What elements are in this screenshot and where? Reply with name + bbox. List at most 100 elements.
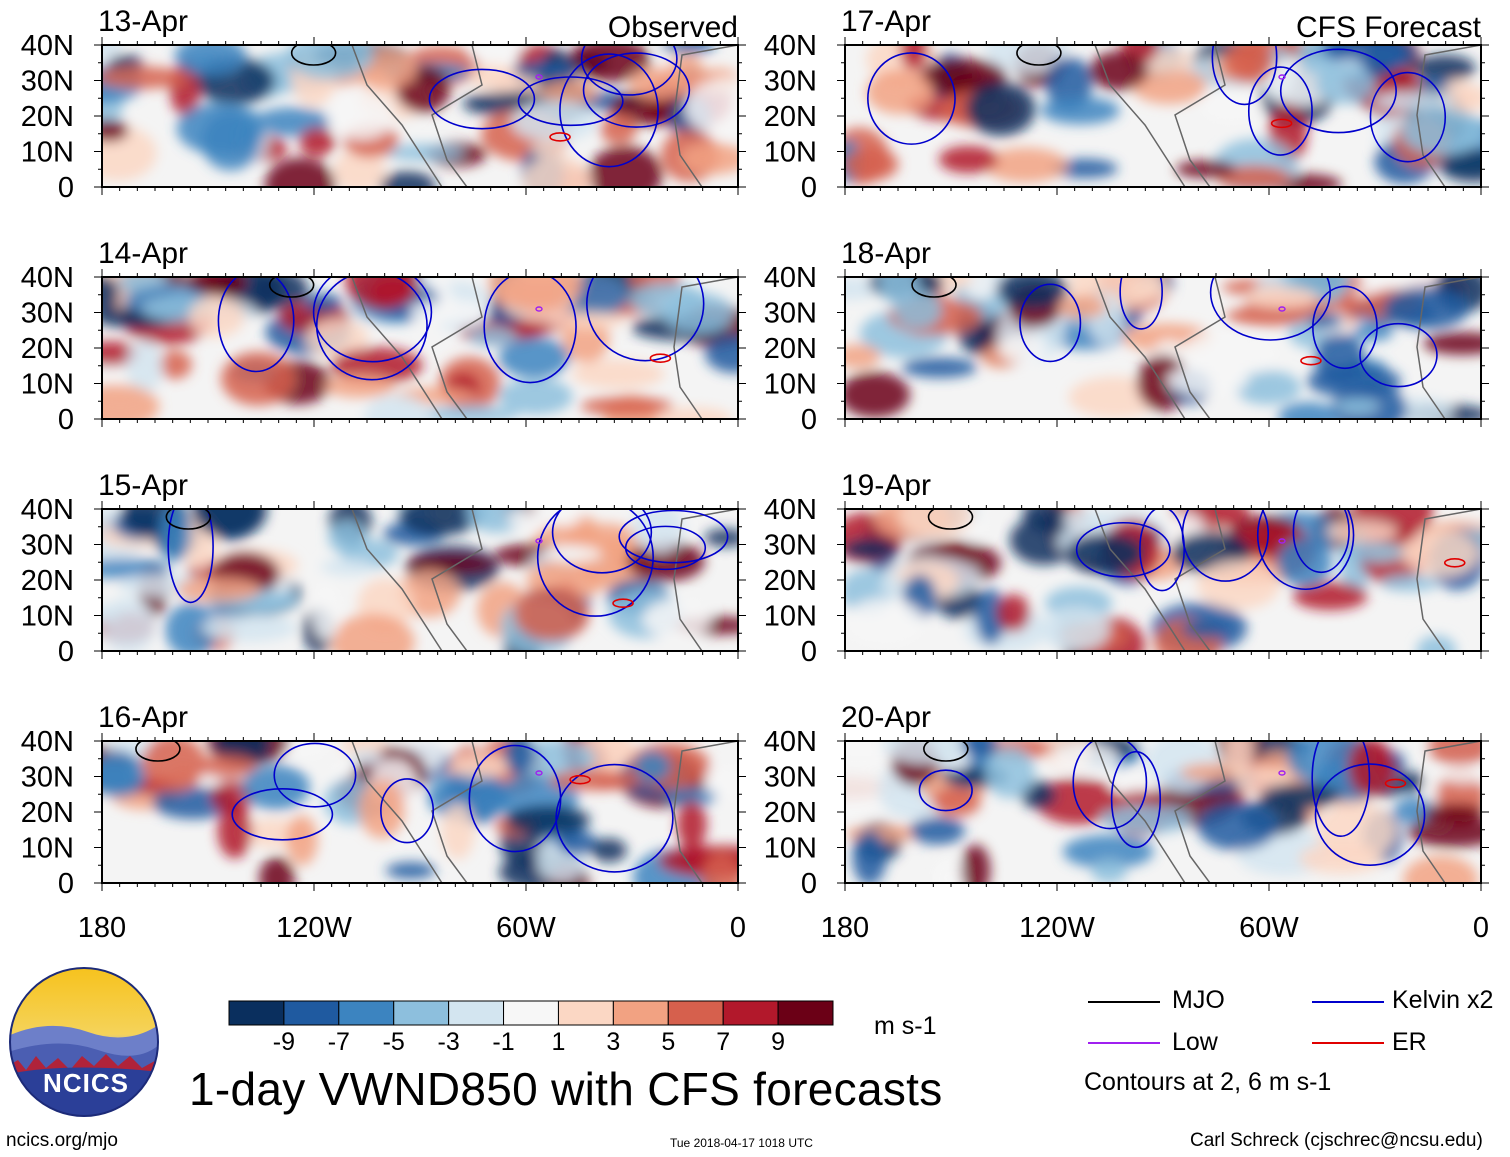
legend-swatch-er bbox=[1312, 1042, 1384, 1044]
kelvin-contour bbox=[217, 277, 295, 373]
lat-label: 30N bbox=[21, 298, 74, 330]
anomaly-blob bbox=[1181, 619, 1231, 639]
anomaly-blob bbox=[704, 528, 738, 547]
anomaly-blob bbox=[1382, 286, 1470, 330]
anomaly-blob bbox=[217, 803, 252, 859]
anomaly-blob bbox=[1091, 858, 1127, 883]
contour-note: Contours at 2, 6 m s-1 bbox=[1084, 1068, 1332, 1096]
kelvin-contour bbox=[618, 509, 729, 564]
anomaly-field bbox=[102, 741, 738, 883]
anomaly-blob bbox=[510, 100, 599, 142]
colorbar-tick-label: 7 bbox=[716, 1028, 731, 1056]
anomaly-blob bbox=[845, 598, 925, 646]
anomaly-blob bbox=[345, 277, 418, 310]
anomaly-blob bbox=[384, 143, 464, 162]
anomaly-blob bbox=[878, 277, 920, 305]
kelvin-contour bbox=[312, 277, 433, 363]
kelvin-contour bbox=[1369, 71, 1447, 163]
anomaly-blob bbox=[631, 509, 685, 553]
coastline-africa bbox=[1416, 45, 1481, 187]
colorbar-tick-label: 9 bbox=[771, 1028, 786, 1056]
panel-date: 20-Apr bbox=[841, 701, 931, 734]
anomaly-blob bbox=[1057, 295, 1107, 319]
anomaly-blob bbox=[1022, 509, 1069, 531]
anomaly-blob bbox=[932, 786, 981, 817]
anomaly-blob bbox=[511, 61, 583, 79]
kelvin-contour bbox=[1139, 509, 1185, 592]
anomaly-blob bbox=[276, 741, 329, 760]
anomaly-blob bbox=[379, 171, 436, 187]
anomaly-blob bbox=[1306, 364, 1402, 398]
anomaly-blob bbox=[1337, 542, 1406, 563]
lat-label: 20N bbox=[764, 797, 817, 829]
anomaly-blob bbox=[505, 805, 591, 835]
coastline-africa bbox=[1416, 509, 1481, 651]
legend-label-mjo: MJO bbox=[1172, 986, 1225, 1014]
anomaly-blob bbox=[705, 334, 738, 374]
anomaly-blob bbox=[1423, 803, 1481, 822]
anomaly-blob bbox=[1040, 607, 1111, 651]
kelvin-contour bbox=[428, 68, 536, 130]
anomaly-blob bbox=[1347, 741, 1395, 796]
anomaly-blob bbox=[549, 770, 642, 791]
anomaly-blob bbox=[174, 45, 247, 77]
anomaly-blob bbox=[845, 538, 897, 560]
anomaly-blob bbox=[409, 298, 491, 324]
anomaly-blob bbox=[1307, 312, 1343, 329]
kelvin-contour bbox=[918, 769, 973, 812]
kelvin-contour bbox=[1359, 322, 1438, 388]
anomaly-blob bbox=[327, 91, 395, 140]
anomaly-blob bbox=[961, 844, 991, 883]
kelvin-contour bbox=[536, 509, 654, 617]
mjo-contour bbox=[1016, 45, 1062, 66]
kelvin-contour bbox=[273, 742, 357, 808]
anomaly-blob bbox=[1062, 509, 1103, 531]
colorbar-swatch bbox=[557, 1000, 614, 1026]
er-contour bbox=[1443, 557, 1466, 568]
kelvin-contour bbox=[1075, 521, 1171, 578]
panel-date: 15-Apr bbox=[98, 469, 188, 502]
anomaly-blob bbox=[423, 405, 519, 419]
anomaly-blob bbox=[866, 69, 934, 115]
site-link[interactable]: ncics.org/mjo bbox=[6, 1130, 118, 1151]
low-contour bbox=[535, 306, 543, 312]
lon-label: 60W bbox=[496, 912, 556, 944]
lon-label: 180 bbox=[78, 912, 126, 944]
anomaly-blob bbox=[963, 277, 998, 301]
kelvin-contour bbox=[559, 53, 659, 168]
anomaly-blob bbox=[1196, 559, 1281, 610]
coastline-africa bbox=[1416, 277, 1481, 419]
anomaly-blob bbox=[220, 351, 296, 406]
anomaly-blob bbox=[1125, 278, 1170, 300]
mjo-contour bbox=[290, 45, 337, 66]
lat-label: 40N bbox=[21, 262, 74, 294]
panel-date: 18-Apr bbox=[841, 237, 931, 270]
anomaly-blob bbox=[333, 149, 386, 187]
anomaly-blob bbox=[498, 378, 573, 415]
ncics-logo-text: NCICS bbox=[43, 1068, 129, 1098]
kelvin-contour bbox=[380, 778, 435, 844]
anomaly-blob bbox=[1062, 834, 1154, 869]
er-contour bbox=[549, 132, 571, 142]
lat-label: 0 bbox=[801, 404, 817, 436]
lat-label: 30N bbox=[21, 530, 74, 562]
lat-label: 0 bbox=[58, 636, 74, 668]
anomaly-blob bbox=[1423, 332, 1481, 355]
anomaly-blob bbox=[513, 587, 590, 642]
lat-label: 10N bbox=[21, 833, 74, 865]
coastline-africa bbox=[1416, 741, 1481, 883]
er-contour bbox=[1270, 118, 1293, 129]
lat-label: 30N bbox=[764, 530, 817, 562]
legend-swatch-low bbox=[1088, 1042, 1160, 1044]
legend-label-er: ER bbox=[1392, 1028, 1427, 1056]
anomaly-blob bbox=[286, 815, 318, 866]
er-contour bbox=[1384, 778, 1407, 789]
anomaly-blob bbox=[531, 140, 567, 159]
lat-label: 40N bbox=[764, 262, 817, 294]
lat-label: 40N bbox=[21, 726, 74, 758]
